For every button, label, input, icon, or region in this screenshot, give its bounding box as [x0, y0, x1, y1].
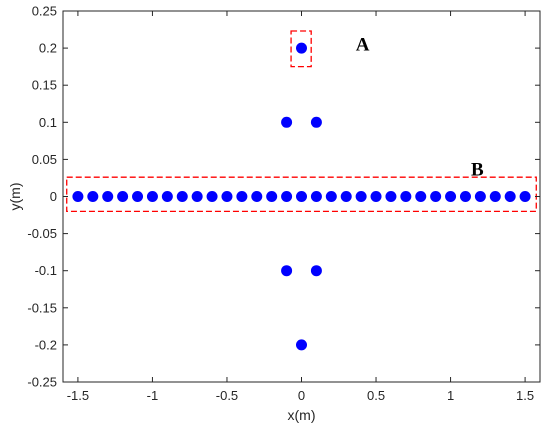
data-point: [161, 191, 173, 202]
data-point: [296, 191, 307, 202]
data-point: [132, 191, 144, 202]
data-point: [355, 191, 367, 202]
y-tick-label: 0.1: [39, 115, 57, 130]
y-tick-label: -0.2: [35, 337, 57, 352]
y-axis-ticks: 0.25 0.2 0.15 0.1 0.05 0 -0.05 -0.1 -0.15 -0.2 -0.…: [27, 4, 540, 390]
data-point: [266, 191, 278, 202]
data-points: [72, 42, 531, 351]
y-tick-label: -0.1: [35, 263, 57, 278]
data-point: [281, 191, 293, 202]
data-point: [296, 42, 307, 54]
annotation-label-a: A: [356, 34, 370, 55]
annotation-label-b: B: [471, 160, 484, 181]
data-point: [474, 191, 486, 202]
data-point: [519, 191, 531, 202]
y-tick-label: -0.25: [27, 375, 57, 390]
y-tick-label: -0.15: [27, 300, 57, 315]
data-point: [102, 191, 114, 202]
data-point: [459, 191, 471, 202]
data-point: [87, 191, 99, 202]
data-point: [400, 191, 412, 202]
x-tick-label: -0.5: [216, 388, 238, 403]
data-point: [430, 191, 442, 202]
data-point: [236, 191, 248, 202]
data-point: [206, 191, 218, 202]
data-point: [117, 191, 129, 202]
x-tick-label: 1.5: [516, 388, 534, 403]
x-tick-label: -1: [147, 388, 159, 403]
data-point: [146, 191, 158, 202]
y-tick-label: -0.05: [27, 226, 57, 241]
annotation-labels: AB: [356, 34, 484, 180]
y-tick-label: 0.05: [32, 152, 57, 167]
y-axis-label: y(m): [7, 183, 23, 211]
x-axis-ticks: -1.5 -1 -0.5 0 0.5 1 1.5: [67, 11, 534, 403]
annotation-boxes: [66, 30, 537, 212]
data-point: [310, 116, 322, 128]
data-point: [310, 191, 322, 202]
data-point: [281, 265, 293, 277]
x-tick-label: 1: [447, 388, 454, 403]
data-point: [221, 191, 233, 202]
data-point: [385, 191, 397, 202]
data-point: [370, 191, 382, 202]
data-point: [310, 265, 322, 277]
x-tick-label: 0.5: [367, 388, 385, 403]
data-point: [281, 116, 293, 128]
data-point: [489, 191, 501, 202]
data-point: [176, 191, 188, 202]
x-tick-label: 0: [298, 388, 305, 403]
annotation-box-b: [66, 176, 537, 212]
x-axis-label: x(m): [288, 407, 316, 423]
data-point: [445, 191, 457, 202]
data-point: [296, 339, 307, 351]
y-tick-label: 0.25: [32, 4, 57, 19]
data-point: [415, 191, 427, 202]
data-point: [251, 191, 263, 202]
data-point: [72, 191, 84, 202]
data-point: [340, 191, 352, 202]
y-tick-label: 0.2: [39, 41, 57, 56]
y-tick-label: 0.15: [32, 78, 57, 93]
data-point: [325, 191, 337, 202]
x-tick-label: -1.5: [67, 388, 89, 403]
y-tick-label: 0: [50, 189, 57, 204]
annotation-box-a: [290, 30, 312, 68]
data-point: [191, 191, 203, 202]
data-point: [504, 191, 516, 202]
